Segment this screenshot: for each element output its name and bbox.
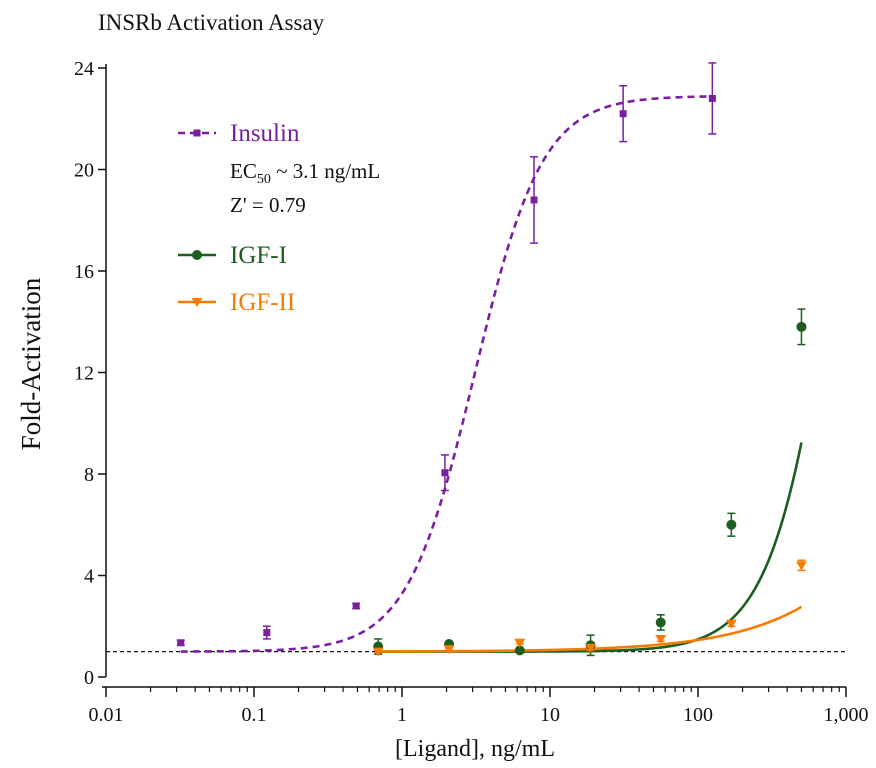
data-point-igf-i <box>726 519 737 530</box>
y-tick-label: 20 <box>74 160 94 182</box>
annotation-ec50: EC50 ~ 3.1 ng/mL <box>230 159 380 187</box>
x-tick-label: 1,000 <box>824 704 869 726</box>
axes: 0 4 8 12 16 20 24 0.01 0.1 1 10 100 1,000 <box>74 58 869 726</box>
legend: Insulin IGF-I IGF-II EC50 ~ 3.1 ng/mL Z' = 0… <box>178 120 380 316</box>
x-tick-label: 0.01 <box>89 704 124 726</box>
data-point-insulin <box>177 639 185 647</box>
y-tick-label: 4 <box>84 566 94 588</box>
y-tick-label: 0 <box>84 667 94 689</box>
x-tick-label: 10 <box>540 704 560 726</box>
data-point-igf-ii <box>514 638 526 648</box>
data-point-igf-ii <box>795 561 807 571</box>
data-point-insulin <box>263 629 271 637</box>
x-tick-label: 100 <box>683 704 713 726</box>
data-point-insulin <box>441 469 449 477</box>
data-points <box>176 62 807 657</box>
x-tick-label: 1 <box>397 704 407 726</box>
legend-marker-insulin <box>193 129 201 137</box>
data-point-igf-ii <box>725 619 737 629</box>
chart-title: INSRb Activation Assay <box>98 10 325 35</box>
y-tick-label: 24 <box>74 58 94 80</box>
y-tick-label: 8 <box>84 464 94 486</box>
fit-curve-insulin <box>180 95 713 653</box>
legend-marker-igf-ii <box>191 298 203 307</box>
y-axis-label: Fold-Activation <box>16 277 46 450</box>
data-point-igf-i <box>514 645 525 656</box>
data-point-igf-i <box>655 617 666 628</box>
legend-label-igf-i: IGF-I <box>230 242 287 269</box>
data-point-insulin <box>708 94 716 102</box>
data-point-igf-ii <box>655 634 667 644</box>
legend-marker-igf-i <box>192 250 202 260</box>
data-point-igf-ii <box>585 643 597 653</box>
data-point-insulin <box>530 196 538 204</box>
x-tick-label: 0.1 <box>242 704 267 726</box>
y-tick-label: 12 <box>74 363 94 385</box>
legend-label-insulin: Insulin <box>230 120 300 147</box>
data-point-igf-ii <box>372 647 384 657</box>
legend-label-igf-ii: IGF-II <box>230 289 295 316</box>
data-point-igf-ii <box>443 645 455 655</box>
data-point-insulin <box>619 110 627 118</box>
data-point-insulin <box>352 602 360 610</box>
annotation-z-prime: Z' = 0.79 <box>230 193 306 217</box>
y-tick-label: 16 <box>74 261 94 283</box>
x-axis-label: [Ligand], ng/mL <box>395 736 555 762</box>
data-point-igf-i <box>796 321 807 332</box>
